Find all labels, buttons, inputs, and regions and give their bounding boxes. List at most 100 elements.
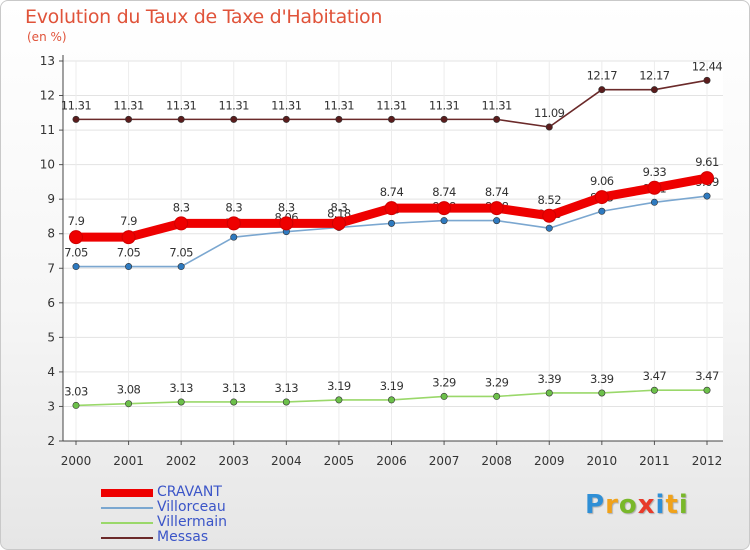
data-label-villorceau: 7.05 — [64, 246, 88, 260]
data-label-cravant: 7.9 — [120, 214, 137, 228]
data-label-cravant: 7.9 — [68, 214, 85, 228]
data-label-cravant: 8.3 — [278, 200, 295, 214]
data-point-cravant — [647, 180, 662, 195]
data-point-messas — [230, 115, 238, 123]
data-point-messas — [545, 123, 553, 131]
y-tick-label: 10 — [40, 158, 55, 172]
x-tick-label: 2005 — [324, 454, 355, 468]
data-point-cravant — [331, 216, 346, 231]
data-label-messas: 11.31 — [481, 98, 512, 112]
data-label-cravant: 9.06 — [590, 174, 614, 188]
data-point-villermain — [545, 389, 553, 397]
data-point-cravant — [384, 201, 399, 216]
y-axis-unit-label: (en %) — [27, 30, 67, 44]
data-label-cravant: 8.52 — [537, 193, 561, 207]
data-label-messas: 11.31 — [271, 98, 302, 112]
data-point-cravant — [594, 190, 609, 205]
x-tick-label: 2012 — [692, 454, 723, 468]
data-label-cravant: 8.3 — [331, 200, 348, 214]
y-tick-label: 12 — [40, 89, 55, 103]
data-label-messas: 11.31 — [61, 98, 92, 112]
data-label-villermain: 3.13 — [222, 381, 246, 395]
data-point-messas — [440, 115, 448, 123]
logo-letter: r — [605, 490, 619, 520]
logo-letter: i — [678, 490, 689, 520]
logo-letter: i — [655, 490, 666, 520]
data-point-cravant — [437, 201, 452, 216]
y-tick-label: 4 — [47, 365, 55, 379]
data-label-messas: 11.31 — [429, 98, 460, 112]
data-point-messas — [493, 115, 501, 123]
data-label-villermain: 3.13 — [169, 381, 193, 395]
data-point-villermain — [598, 389, 606, 397]
legend-label: CRAVANT — [157, 484, 222, 500]
data-label-villermain: 3.13 — [275, 381, 299, 395]
data-point-messas — [387, 115, 395, 123]
data-label-cravant: 8.74 — [432, 185, 456, 199]
data-point-cravant — [279, 216, 294, 231]
data-point-villorceau — [493, 217, 501, 225]
data-point-villorceau — [230, 233, 238, 241]
data-point-villermain — [440, 392, 448, 400]
data-label-villermain: 3.08 — [117, 383, 141, 397]
x-tick-label: 2007 — [429, 454, 460, 468]
data-point-cravant — [174, 216, 189, 231]
y-tick-label: 6 — [47, 296, 55, 310]
data-point-villorceau — [387, 219, 395, 227]
data-label-messas: 11.09 — [534, 106, 565, 120]
data-label-cravant: 9.33 — [643, 165, 667, 179]
x-tick-label: 2001 — [113, 454, 144, 468]
data-point-villorceau — [703, 192, 711, 200]
y-tick-label: 2 — [47, 434, 55, 448]
x-tick-label: 2009 — [534, 454, 565, 468]
y-tick-label: 9 — [47, 192, 55, 206]
data-label-villermain: 3.29 — [432, 375, 456, 389]
logo-letter: o — [618, 490, 638, 520]
legend-swatch — [101, 507, 153, 509]
data-label-cravant: 8.3 — [173, 200, 190, 214]
data-label-villorceau: 7.05 — [117, 246, 141, 260]
logo-letter: x — [637, 490, 656, 520]
legend-item-cravant: CRAVANT — [101, 484, 341, 500]
chart-title: Evolution du Taux de Taxe d'Habitation — [25, 6, 383, 28]
legend-label: Villorceau — [157, 499, 226, 515]
x-tick-label: 2000 — [61, 454, 92, 468]
data-label-cravant: 8.74 — [485, 185, 509, 199]
x-tick-label: 2011 — [639, 454, 670, 468]
data-point-cravant — [226, 216, 241, 231]
data-point-villorceau — [125, 263, 133, 271]
data-label-villermain: 3.03 — [64, 384, 88, 398]
data-point-messas — [335, 115, 343, 123]
data-point-cravant — [489, 201, 504, 216]
data-point-villermain — [387, 396, 395, 404]
data-label-cravant: 8.74 — [380, 185, 404, 199]
data-point-villermain — [177, 398, 185, 406]
y-tick-label: 8 — [47, 227, 55, 241]
data-label-messas: 11.31 — [219, 98, 250, 112]
legend-item-villermain: Villermain — [101, 514, 341, 530]
legend-item-villorceau: Villorceau — [101, 499, 341, 515]
data-point-messas — [72, 115, 80, 123]
data-point-villorceau — [177, 263, 185, 271]
y-tick-label: 7 — [47, 261, 55, 275]
legend-swatch — [101, 489, 153, 497]
legend: CRAVANT Villorceau Villermain Messas — [101, 484, 341, 545]
data-point-messas — [703, 76, 711, 84]
data-label-messas: 11.31 — [113, 98, 144, 112]
data-point-messas — [177, 115, 185, 123]
data-point-cravant — [69, 230, 83, 245]
y-tick-label: 13 — [40, 54, 55, 68]
data-label-messas: 12.44 — [692, 59, 723, 73]
data-point-cravant — [700, 171, 714, 186]
data-point-villermain — [125, 400, 133, 408]
x-tick-label: 2006 — [376, 454, 407, 468]
y-tick-label: 3 — [47, 399, 55, 413]
x-tick-label: 2008 — [481, 454, 512, 468]
plot-area — [63, 61, 723, 441]
data-label-villermain: 3.19 — [327, 379, 351, 393]
data-label-villermain: 3.39 — [537, 372, 561, 386]
data-point-messas — [125, 115, 133, 123]
legend-swatch — [101, 537, 153, 539]
